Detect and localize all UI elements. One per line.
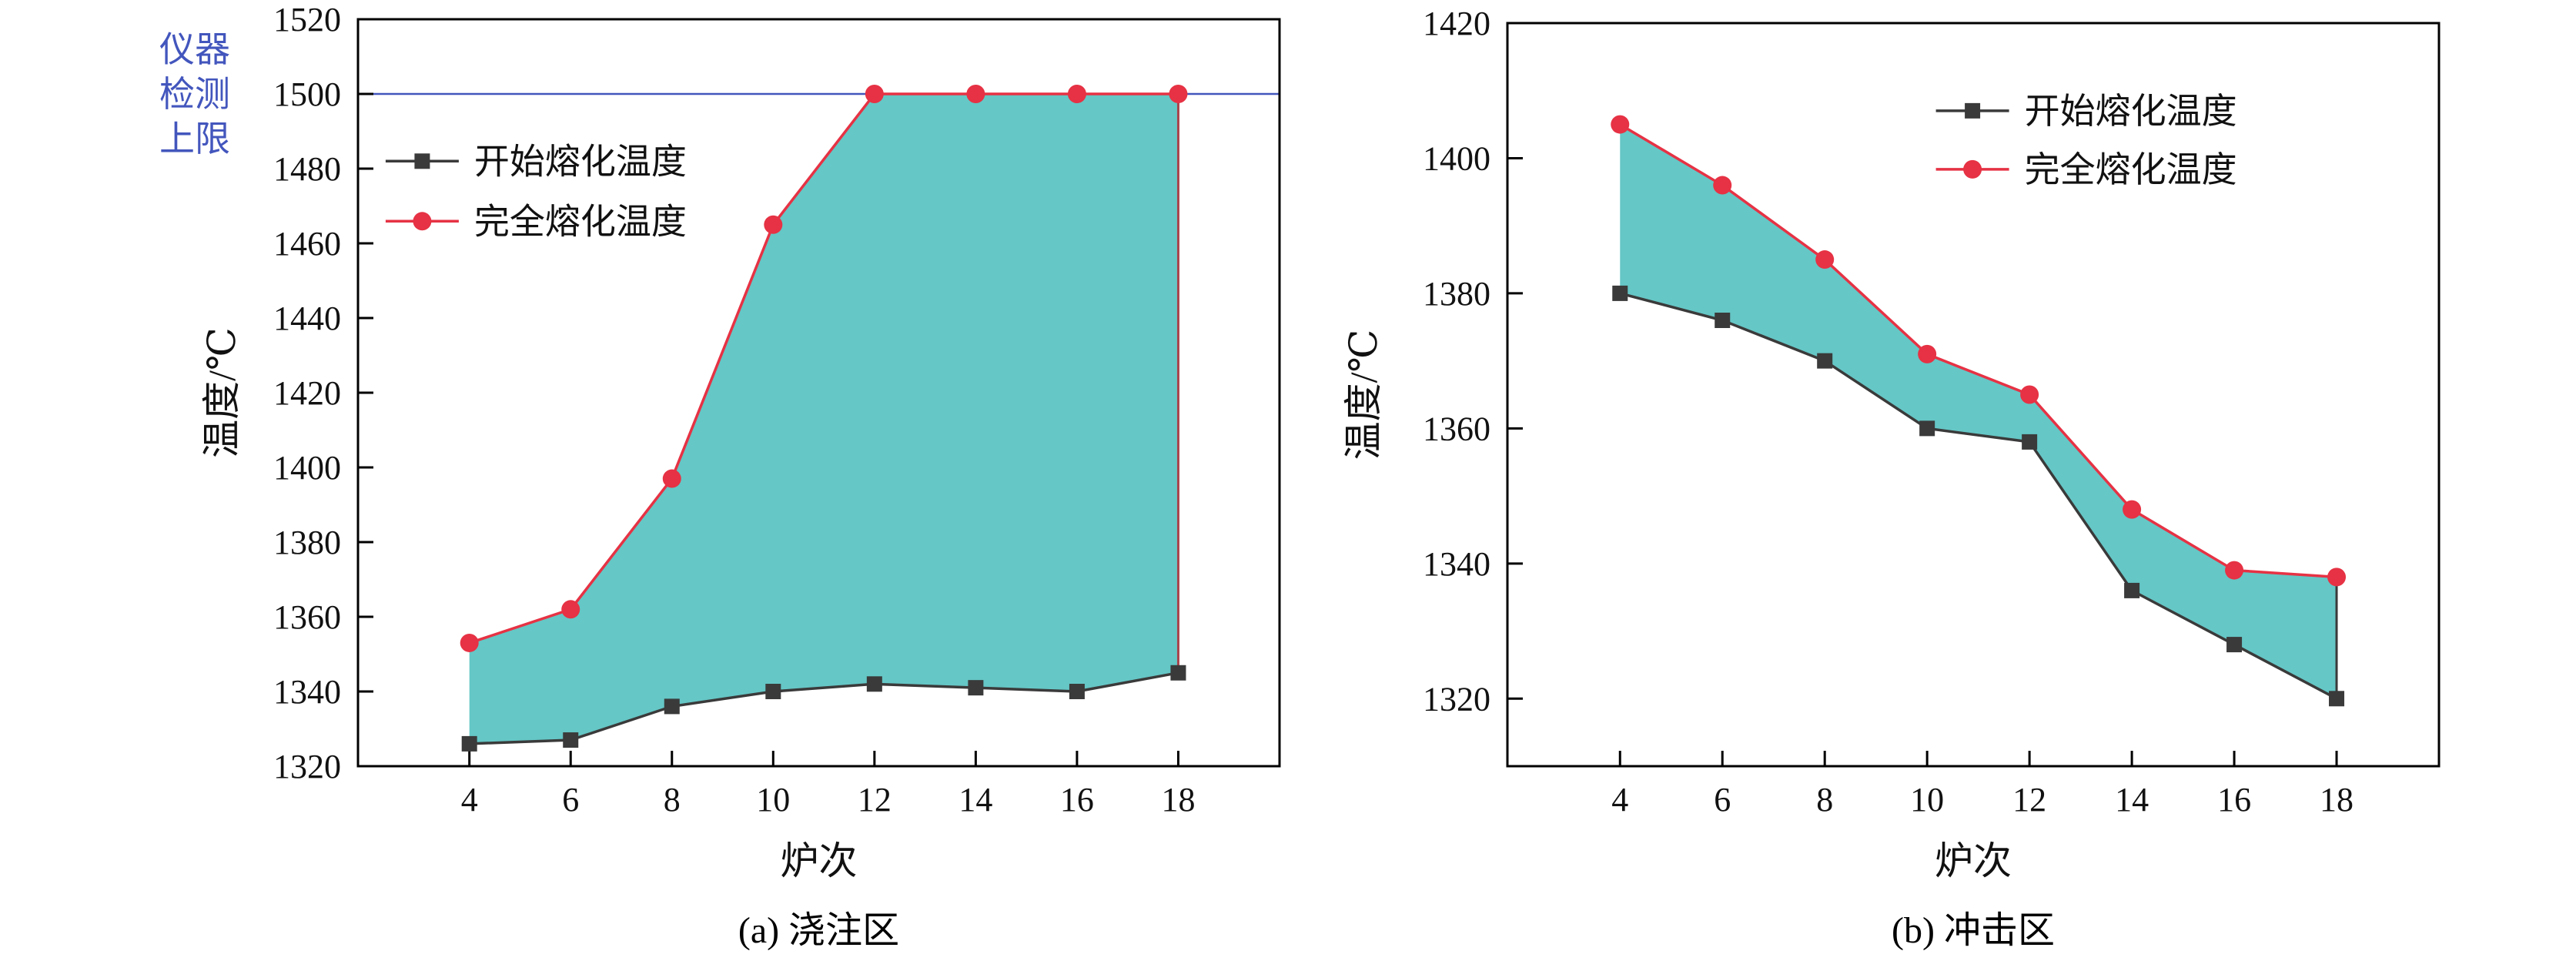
y-tick-label: 1320: [1423, 680, 1490, 718]
x-tick-label: 14: [958, 781, 992, 819]
x-tick-label: 6: [562, 781, 579, 819]
x-axis-title: 炉次: [1935, 839, 2012, 882]
x-tick-label: 4: [461, 781, 478, 819]
x-tick-label: 18: [1161, 781, 1195, 819]
series-marker-square: [1965, 102, 1981, 119]
y-tick-label: 1340: [1423, 545, 1490, 583]
y-tick-label: 1480: [273, 150, 341, 188]
chart-panel-pouring-zone: 仪器检测上限 1320 1340 1360 1380 1400 1420 1440 1460 14…: [159, 1, 1281, 951]
x-tick-label: 8: [1816, 781, 1833, 819]
series-line: [1619, 292, 2337, 700]
series-marker-circle: [1067, 85, 1086, 103]
series-marker-circle: [2123, 500, 2142, 519]
series-marker-square: [1817, 353, 1833, 369]
y-tick-label: 1320: [273, 748, 341, 785]
pouring-zone-chart-canvas: 仪器检测上限 1320 1340 1360 1380 1400 1420 1440 1460 14…: [159, 1, 1281, 882]
series-marker-circle: [865, 85, 884, 103]
x-tick-label: 8: [664, 781, 681, 819]
series-marker-circle: [1713, 176, 1732, 195]
plot-frame: [1506, 22, 2441, 768]
x-tick-label: 16: [1060, 781, 1094, 819]
series-marker-square: [414, 153, 430, 169]
series-marker-circle: [1169, 85, 1188, 103]
series-marker-square: [2226, 637, 2243, 653]
legend-label: 完全熔化温度: [474, 202, 687, 241]
y-tick-label: 1440: [273, 300, 341, 337]
melting-range-band: [1620, 124, 2337, 699]
series-marker-square: [2329, 691, 2345, 707]
y-tick-label: 1520: [273, 1, 341, 39]
x-tick-label: 12: [2012, 781, 2046, 819]
y-tick-label: 1360: [273, 598, 341, 636]
series-marker-circle: [2020, 385, 2039, 404]
series-marker-square: [1170, 665, 1186, 681]
chart-panel-impact-zone: 1320 1340 1360 1380 1400 1420 4 6 8 10 12 14 16 18 温度/…: [1288, 0, 2576, 961]
series-marker-circle: [413, 212, 432, 231]
series-marker-square: [1612, 285, 1628, 301]
series-marker-circle: [662, 469, 681, 488]
series-marker-square: [765, 684, 781, 699]
x-tick-label: 14: [2115, 781, 2149, 819]
x-tick-label: 10: [756, 781, 790, 819]
chart-b-caption: (b) 冲击区: [1892, 910, 2055, 951]
series-marker-circle: [1963, 159, 1982, 179]
x-tick-label: 18: [2320, 781, 2354, 819]
series-marker-square: [2022, 434, 2038, 450]
series-marker-square: [664, 698, 680, 715]
y-tick-label: 1400: [1423, 139, 1490, 177]
y-tick-label: 1500: [273, 75, 341, 113]
impact-zone-chart-canvas: 1320 1340 1360 1380 1400 1420 4 6 8 10 12 14 16 18 温度/…: [1342, 5, 2441, 882]
x-tick-label: 6: [1714, 781, 1731, 819]
series-marker-square: [866, 676, 882, 692]
series-marker-square: [563, 732, 579, 748]
x-tick-label: 10: [1910, 781, 1944, 819]
series-marker-circle: [2225, 561, 2244, 580]
series-marker-circle: [966, 85, 985, 103]
melting-range-band: [469, 94, 1179, 744]
y-axis-title: 温度/℃: [200, 327, 243, 458]
series-marker-square: [968, 680, 984, 696]
chart-a-caption: (a) 浇注区: [738, 910, 900, 951]
y-tick-label: 1420: [1423, 5, 1490, 42]
x-tick-label: 12: [858, 781, 892, 819]
series-marker-square: [1069, 684, 1085, 699]
y-tick-label: 1380: [1423, 275, 1490, 313]
x-tick-label: 4: [1611, 781, 1628, 819]
series-marker-circle: [764, 215, 783, 234]
series-marker-square: [2124, 582, 2140, 598]
y-tick-label: 1460: [273, 225, 341, 263]
series-marker-circle: [1918, 344, 1937, 363]
series-marker-square: [1919, 420, 1935, 437]
legend-label: 开始熔化温度: [474, 142, 687, 181]
x-tick-label: 16: [2217, 781, 2251, 819]
series-line: [1619, 123, 2337, 579]
series-marker-square: [461, 735, 477, 752]
y-tick-label: 1400: [273, 449, 341, 487]
y-axis-title: 温度/℃: [1342, 330, 1385, 460]
y-tick-label: 1360: [1423, 410, 1490, 447]
series-marker-circle: [2327, 568, 2347, 587]
y-tick-label: 1380: [273, 524, 341, 561]
series-line: [469, 671, 1179, 745]
legend-label: 完全熔化温度: [2025, 150, 2237, 189]
series-marker-circle: [1611, 115, 1630, 134]
x-axis-title: 炉次: [781, 839, 858, 882]
series-marker-square: [1715, 313, 1731, 328]
series-marker-circle: [561, 600, 580, 619]
series-line: [469, 92, 1179, 645]
legend-label: 开始熔化温度: [2025, 92, 2237, 131]
series-marker-circle: [1815, 250, 1835, 270]
y-tick-label: 1340: [273, 673, 341, 711]
series-marker-circle: [460, 633, 479, 652]
detection-limit-label: 仪器检测上限: [159, 30, 230, 159]
y-tick-label: 1420: [273, 374, 341, 412]
